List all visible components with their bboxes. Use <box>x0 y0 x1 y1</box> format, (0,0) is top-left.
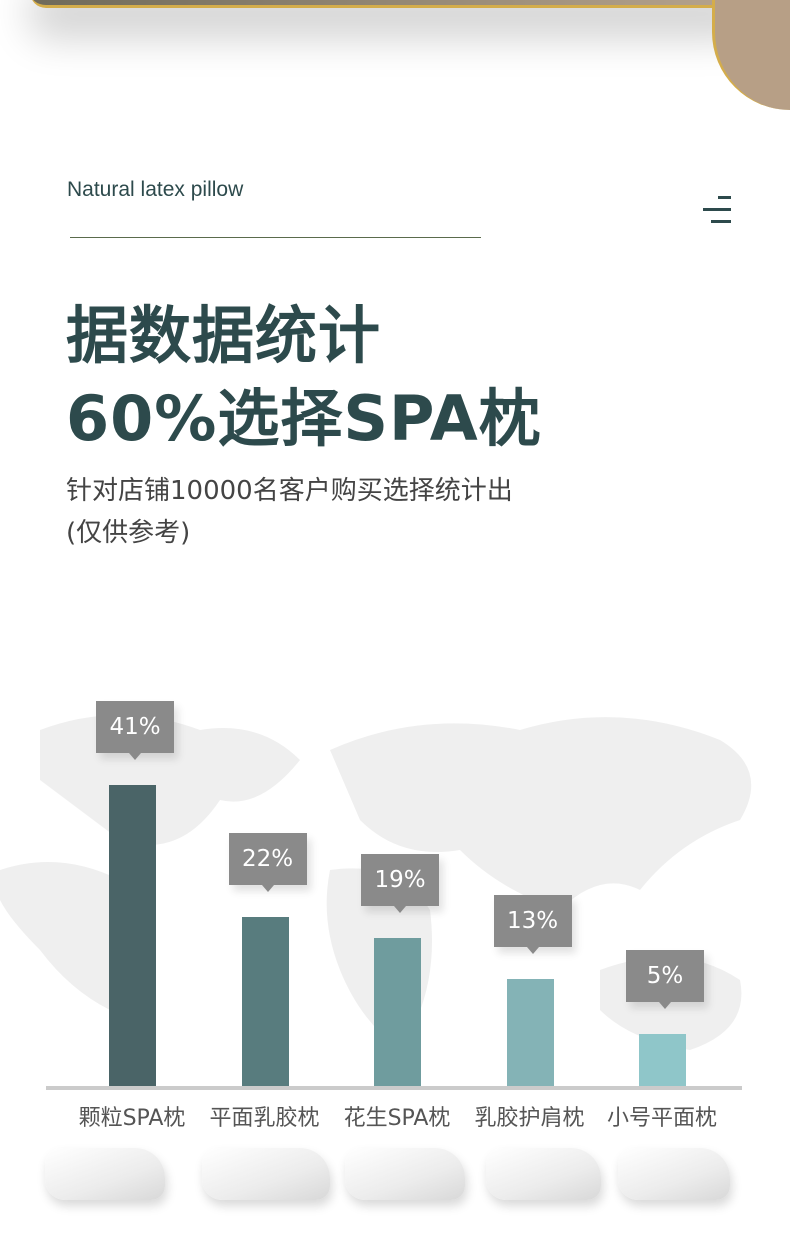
pillow-image-5 <box>618 1148 730 1200</box>
value-label: 41% <box>96 701 174 761</box>
value-label: 13% <box>493 895 572 955</box>
divider <box>70 237 481 238</box>
bar-2 <box>241 916 289 1087</box>
corner-decoration <box>712 0 790 110</box>
pillow-image-2 <box>202 1148 330 1200</box>
pillow-image-4 <box>486 1148 601 1200</box>
bar-4 <box>506 979 554 1087</box>
value-label: 22% <box>228 832 307 892</box>
bar-3 <box>374 937 421 1087</box>
category-label: 小号平面枕 <box>606 1106 717 1131</box>
top-card-decoration <box>30 0 770 8</box>
bar-5 <box>639 1034 686 1087</box>
subtitle-line2: (仅供参考) <box>66 518 191 548</box>
pillow-image-1 <box>45 1148 165 1200</box>
category-label: 乳胶护肩枕 <box>474 1106 585 1131</box>
value-label: 19% <box>361 853 439 913</box>
category-label: 平面乳胶枕 <box>209 1106 320 1131</box>
pillow-image-3 <box>345 1148 465 1200</box>
subtitle-line1: 针对店铺10000名客户购买选择统计出 <box>66 476 513 506</box>
page-title-line2: 60%选择SPA枕 <box>66 382 542 455</box>
eyebrow-text: Natural latex pillow <box>67 178 244 201</box>
menu-icon[interactable] <box>703 196 731 226</box>
page-title-line1: 据数据统计 <box>66 299 382 372</box>
x-axis <box>46 1086 742 1090</box>
value-label: 5% <box>626 950 704 1010</box>
category-label: 颗粒SPA枕 <box>78 1106 186 1131</box>
category-label: 花生SPA枕 <box>343 1106 451 1131</box>
bar-1 <box>109 785 156 1087</box>
